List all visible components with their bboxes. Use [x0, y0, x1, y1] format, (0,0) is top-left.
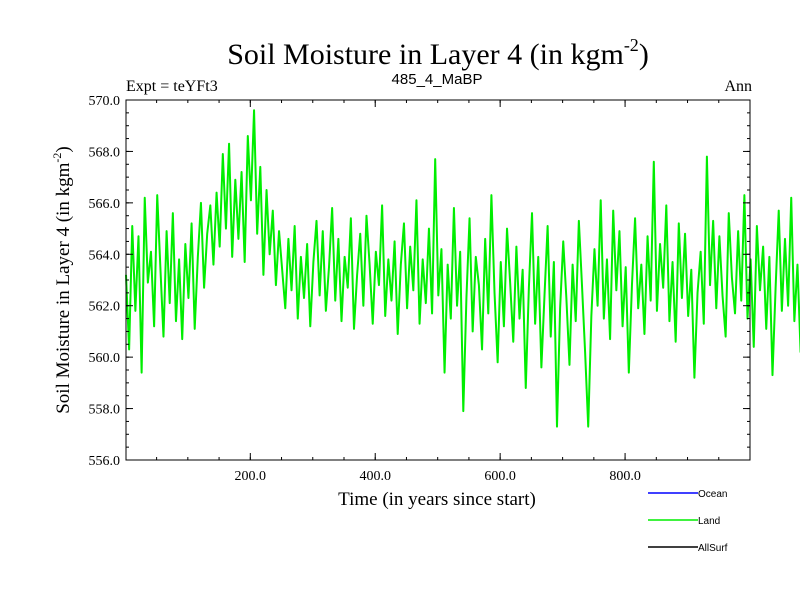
y-tick-label: 562.0 — [89, 300, 121, 315]
y-tick-label: 570.0 — [89, 94, 121, 109]
y-tick-label: 558.0 — [89, 403, 121, 418]
y-tick-label: 566.0 — [89, 197, 121, 212]
chart-title-sup: -2 — [624, 35, 639, 55]
chart-title-main: Soil Moisture in Layer 4 (in kgm — [227, 38, 624, 71]
x-axis-label: Time (in years since start) — [338, 489, 536, 510]
subtitle-right: Ann — [724, 78, 752, 95]
y-tick-label: 564.0 — [89, 248, 121, 263]
axis-layer: 556.0 558.0 560.0 562.0 564.0 566.0 568.0 570.0… — [89, 94, 751, 484]
x-tick-label: 600.0 — [484, 469, 516, 484]
chart-title-close: ) — [639, 38, 649, 71]
subtitle-left: Expt = teYFt3 — [126, 78, 218, 95]
x-tick-label: 200.0 — [235, 469, 267, 484]
legend: Ocean Land AllSurf — [648, 489, 728, 554]
series-line-land — [125, 109, 800, 428]
y-tick-label: 556.0 — [89, 454, 121, 469]
x-tick-label: 800.0 — [609, 469, 641, 484]
y-axis-label: Soil Moisture in Layer 4 (in kgm-2) — [50, 146, 74, 414]
subtitle-center: 485_4_MaBP — [392, 71, 483, 88]
y-tick-label: 568.0 — [89, 145, 121, 160]
legend-label-ocean: Ocean — [698, 489, 727, 500]
legend-label-allsurf: AllSurf — [698, 543, 728, 554]
x-tick-label: 400.0 — [359, 469, 391, 484]
y-axis-label-main: Soil Moisture in Layer 4 (in kgm — [53, 162, 74, 413]
legend-label-land: Land — [698, 516, 720, 527]
chart-title: Soil Moisture in Layer 4 (in kgm-2) — [227, 35, 649, 71]
y-tick-label: 560.0 — [89, 351, 121, 366]
series-layer — [125, 109, 800, 428]
y-axis-label-sup: -2 — [50, 153, 64, 163]
y-axis-label-close: ) — [53, 146, 74, 152]
